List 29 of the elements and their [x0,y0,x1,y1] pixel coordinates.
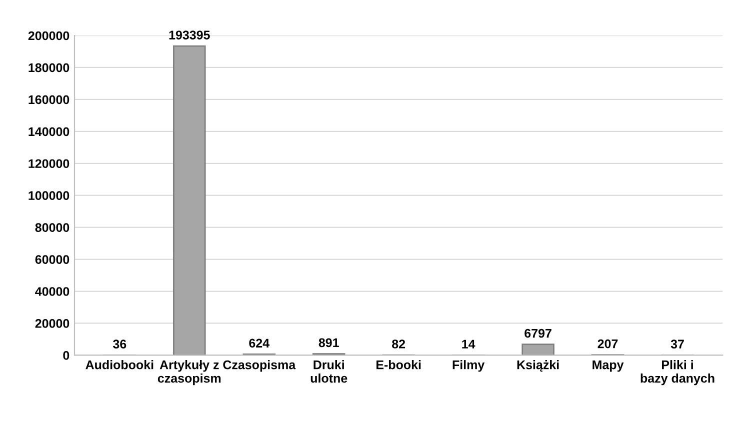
x-tick-label: Czasopisma [223,360,296,372]
data-label: 207 [598,339,618,348]
x-tick-label: Książki [517,360,559,372]
y-tick-label: 160000 [28,95,70,104]
y-tick-label: 60000 [35,255,70,264]
x-tick-label: Mapy [592,360,624,372]
data-label: 82 [392,340,406,348]
x-tick-label: Filmy [452,360,485,372]
x-tick-label: Artykuły z czasopism [158,360,221,386]
data-label: 891 [318,338,339,348]
y-tick-label: 40000 [35,287,70,296]
y-tick-label: 80000 [35,223,70,232]
data-label: 14 [462,340,476,348]
data-label: 37 [670,340,684,349]
x-tick-label: E-booki [376,360,421,370]
data-label: 624 [249,338,270,348]
y-tick-label: 20000 [35,319,70,328]
x-tick-label: Druki ulotne [310,360,348,383]
x-tick-label: Pliki i bazy danych [640,360,714,386]
data-label: 36 [112,340,126,349]
y-tick-label: 100000 [28,191,70,200]
y-tick-label: 200000 [28,31,70,40]
data-label: 193395 [169,30,210,40]
y-tick-label: 140000 [28,127,70,136]
y-tick-label: 120000 [28,159,70,168]
y-tick-label: 0 [63,351,70,360]
data-label: 6797 [524,328,552,338]
x-tick-label: Audiobooki [86,360,154,370]
y-tick-label: 180000 [28,63,70,72]
